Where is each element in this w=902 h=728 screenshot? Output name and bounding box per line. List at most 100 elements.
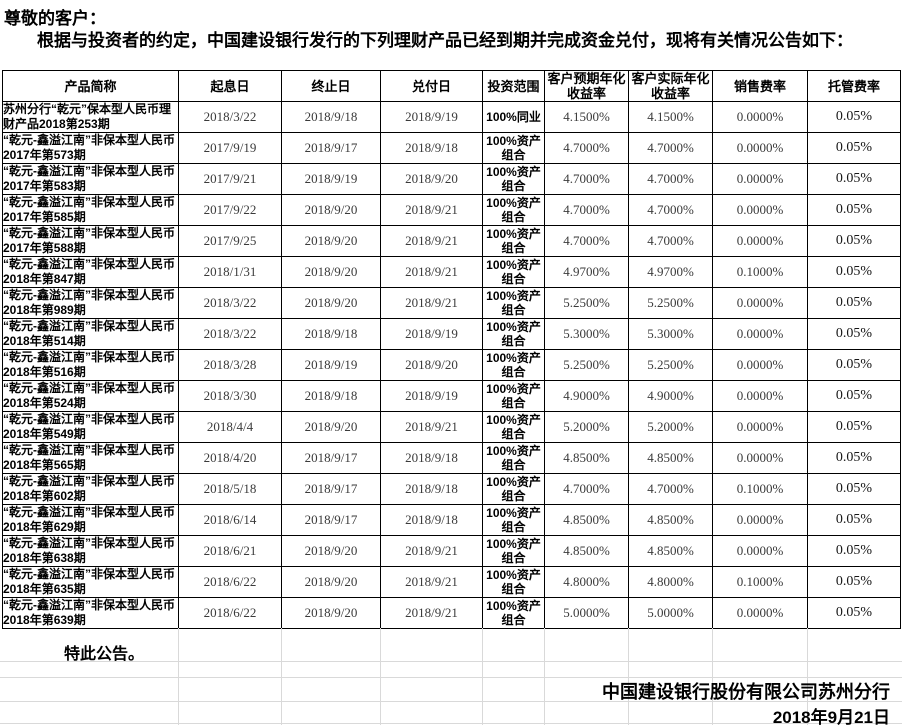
cell-actual-annual-rate: 4.9700% xyxy=(628,256,713,288)
col-header-actual-annual-rate: 客户实际年化收益率 xyxy=(628,70,713,102)
cell-product-name: “乾元-鑫溢江南”非保本型人民币2017年第588期 xyxy=(2,225,179,257)
cell-sales-fee-rate: 0.0000% xyxy=(712,597,808,629)
table-row: “乾元-鑫溢江南”非保本型人民币2018年第989期 2018/3/22 2018/… xyxy=(2,287,901,319)
cell-start-date: 2018/4/4 xyxy=(178,411,282,443)
cell-product-name: “乾元-鑫溢江南”非保本型人民币2017年第573期 xyxy=(2,132,179,164)
cell-custody-fee-rate: 0.05% xyxy=(807,225,901,257)
cell-start-date: 2018/4/20 xyxy=(178,442,282,474)
cell-product-name: “乾元-鑫溢江南”非保本型人民币2017年第583期 xyxy=(2,163,179,195)
cell-actual-annual-rate: 5.2000% xyxy=(628,411,713,443)
cell-investment-scope: 100%资产组合 xyxy=(482,504,545,536)
table-row: “乾元-鑫溢江南”非保本型人民币2017年第583期 2017/9/21 2018/… xyxy=(2,163,901,195)
cell-expected-annual-rate: 4.9000% xyxy=(544,380,629,412)
cell-custody-fee-rate: 0.05% xyxy=(807,535,901,567)
cell-start-date: 2018/6/21 xyxy=(178,535,282,567)
table-row: “乾元-鑫溢江南”非保本型人民币2017年第588期 2017/9/25 2018/… xyxy=(2,225,901,257)
cell-investment-scope: 100%资产组合 xyxy=(482,380,545,412)
cell-actual-annual-rate: 4.1500% xyxy=(628,101,713,133)
signature-text: 中国建设银行股份有限公司苏州分行 xyxy=(602,682,890,702)
cell-start-date: 2018/3/30 xyxy=(178,380,282,412)
cell-investment-scope: 100%资产组合 xyxy=(482,442,545,474)
table-row: 苏州分行“乾元”保本型人民币理财产品2018第253期 2018/3/22 2018… xyxy=(2,101,901,133)
cell-custody-fee-rate: 0.05% xyxy=(807,473,901,505)
cell-actual-annual-rate: 4.7000% xyxy=(628,194,713,226)
cell-product-name: “乾元-鑫溢江南”非保本型人民币2018年第635期 xyxy=(2,566,179,598)
products-table: 产品简称 起息日 终止日 兑付日 投资范围 客户预期年化收益率 客户实际年化收益率 销售费率托… xyxy=(2,70,901,629)
cell-sales-fee-rate: 0.0000% xyxy=(712,132,808,164)
cell-end-date: 2018/9/20 xyxy=(281,194,381,226)
cell-investment-scope: 100%资产组合 xyxy=(482,256,545,288)
cell-custody-fee-rate: 0.05% xyxy=(807,132,901,164)
cell-payment-date: 2018/9/21 xyxy=(380,597,483,629)
cell-end-date: 2018/9/17 xyxy=(281,473,381,505)
cell-custody-fee-rate: 0.05% xyxy=(807,442,901,474)
col-header-custody-fee-rate: 托管费率 xyxy=(807,70,901,102)
cell-product-name: “乾元-鑫溢江南”非保本型人民币2018年第847期 xyxy=(2,256,179,288)
table-row: “乾元-鑫溢江南”非保本型人民币2017年第573期 2017/9/19 2018/… xyxy=(2,132,901,164)
cell-payment-date: 2018/9/21 xyxy=(380,194,483,226)
cell-investment-scope: 100%资产组合 xyxy=(482,287,545,319)
cell-sales-fee-rate: 0.0000% xyxy=(712,194,808,226)
cell-custody-fee-rate: 0.05% xyxy=(807,194,901,226)
cell-end-date: 2018/9/20 xyxy=(281,256,381,288)
gridline-vertical xyxy=(482,628,483,725)
cell-custody-fee-rate: 0.05% xyxy=(807,256,901,288)
cell-investment-scope: 100%资产组合 xyxy=(482,411,545,443)
cell-investment-scope: 100%资产组合 xyxy=(482,194,545,226)
cell-actual-annual-rate: 5.3000% xyxy=(628,318,713,350)
gridline-vertical xyxy=(807,628,808,725)
cell-expected-annual-rate: 4.7000% xyxy=(544,473,629,505)
cell-actual-annual-rate: 4.8500% xyxy=(628,504,713,536)
table-row: “乾元-鑫溢江南”非保本型人民币2018年第638期 2018/6/21 2018/… xyxy=(2,535,901,567)
cell-expected-annual-rate: 4.7000% xyxy=(544,163,629,195)
cell-product-name: “乾元-鑫溢江南”非保本型人民币2018年第639期 xyxy=(2,597,179,629)
cell-payment-date: 2018/9/20 xyxy=(380,349,483,381)
cell-product-name: “乾元-鑫溢江南”非保本型人民币2018年第629期 xyxy=(2,504,179,536)
cell-custody-fee-rate: 0.05% xyxy=(807,411,901,443)
cell-custody-fee-rate: 0.05% xyxy=(807,163,901,195)
cell-sales-fee-rate: 0.0000% xyxy=(712,225,808,257)
cell-start-date: 2018/1/31 xyxy=(178,256,282,288)
cell-product-name: “乾元-鑫溢江南”非保本型人民币2018年第638期 xyxy=(2,535,179,567)
cell-end-date: 2018/9/20 xyxy=(281,535,381,567)
cell-end-date: 2018/9/18 xyxy=(281,380,381,412)
cell-sales-fee-rate: 0.0000% xyxy=(712,380,808,412)
table-row: “乾元-鑫溢江南”非保本型人民币2018年第516期 2018/3/28 2018/… xyxy=(2,349,901,381)
cell-product-name: “乾元-鑫溢江南”非保本型人民币2017年第585期 xyxy=(2,194,179,226)
cell-investment-scope: 100%资产组合 xyxy=(482,597,545,629)
cell-start-date: 2018/6/22 xyxy=(178,597,282,629)
cell-custody-fee-rate: 0.05% xyxy=(807,349,901,381)
cell-expected-annual-rate: 4.8500% xyxy=(544,442,629,474)
cell-expected-annual-rate: 5.2500% xyxy=(544,349,629,381)
cell-start-date: 2018/6/22 xyxy=(178,566,282,598)
cell-end-date: 2018/9/19 xyxy=(281,163,381,195)
gridline-vertical xyxy=(178,628,179,725)
cell-actual-annual-rate: 5.0000% xyxy=(628,597,713,629)
cell-actual-annual-rate: 5.2500% xyxy=(628,349,713,381)
cell-expected-annual-rate: 5.2000% xyxy=(544,411,629,443)
gridline-vertical xyxy=(380,628,381,725)
cell-sales-fee-rate: 0.0000% xyxy=(712,101,808,133)
cell-product-name: “乾元-鑫溢江南”非保本型人民币2018年第602期 xyxy=(2,473,179,505)
cell-sales-fee-rate: 0.0000% xyxy=(712,163,808,195)
cell-payment-date: 2018/9/18 xyxy=(380,504,483,536)
cell-expected-annual-rate: 5.0000% xyxy=(544,597,629,629)
gridline-vertical xyxy=(712,628,713,725)
cell-start-date: 2018/6/14 xyxy=(178,504,282,536)
table-row: “乾元-鑫溢江南”非保本型人民币2017年第585期 2017/9/22 2018/… xyxy=(2,194,901,226)
cell-start-date: 2017/9/22 xyxy=(178,194,282,226)
gridline-horizontal xyxy=(0,677,902,678)
cell-expected-annual-rate: 4.1500% xyxy=(544,101,629,133)
cell-payment-date: 2018/9/19 xyxy=(380,380,483,412)
cell-actual-annual-rate: 4.8500% xyxy=(628,535,713,567)
cell-end-date: 2018/9/20 xyxy=(281,287,381,319)
cell-product-name: “乾元-鑫溢江南”非保本型人民币2018年第524期 xyxy=(2,380,179,412)
col-header-expected-annual-rate: 客户预期年化收益率 xyxy=(544,70,629,102)
cell-custody-fee-rate: 0.05% xyxy=(807,318,901,350)
cell-payment-date: 2018/9/20 xyxy=(380,163,483,195)
cell-expected-annual-rate: 5.2500% xyxy=(544,287,629,319)
cell-end-date: 2018/9/20 xyxy=(281,566,381,598)
cell-end-date: 2018/9/17 xyxy=(281,442,381,474)
cell-custody-fee-rate: 0.05% xyxy=(807,287,901,319)
